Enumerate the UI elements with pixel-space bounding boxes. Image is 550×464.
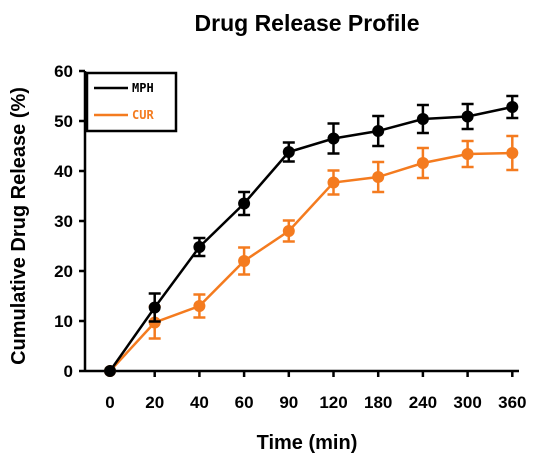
mph-data-point xyxy=(416,113,429,125)
legend-label-cur: CUR xyxy=(132,108,154,122)
mph-data-point xyxy=(506,101,519,113)
x-tick-label: 360 xyxy=(498,393,526,412)
y-tick-label: 10 xyxy=(54,312,73,331)
cur-data-point xyxy=(282,225,295,237)
plot-area: 0 10 20 30 40 50 60 0 20 40 60 90 120 180 240 300 360 xyxy=(54,62,526,412)
cur-data-point xyxy=(193,300,206,312)
y-tick-label: 40 xyxy=(54,162,73,181)
x-tick-label: 20 xyxy=(145,393,164,412)
x-tick-label: 90 xyxy=(279,393,298,412)
mph-data-point xyxy=(461,110,474,123)
y-tick-label: 50 xyxy=(54,112,73,131)
y-tick-label: 20 xyxy=(54,262,73,281)
chart-title: Drug Release Profile xyxy=(195,10,420,36)
mph-data-point xyxy=(193,241,206,253)
legend-box xyxy=(85,71,178,133)
x-tick-label: 180 xyxy=(364,393,392,412)
y-axis-title-group: Cumulative Drug Release (%) xyxy=(8,87,30,365)
cur-data-point xyxy=(372,171,385,183)
y-tick-label: 30 xyxy=(54,212,73,231)
x-tick-label: 240 xyxy=(409,393,437,412)
cur-data-point xyxy=(506,147,519,159)
mph-data-point xyxy=(104,365,116,377)
x-tick-label: 0 xyxy=(105,393,114,412)
x-tick-label: 60 xyxy=(235,393,254,412)
x-axis-title: Time (min) xyxy=(257,432,358,454)
y-axis-title: Cumulative Drug Release (%) xyxy=(8,87,30,365)
x-tick-label: 120 xyxy=(319,393,347,412)
mph-data-point xyxy=(327,132,340,145)
legend: MPH CUR xyxy=(85,71,178,133)
cur-series-line xyxy=(109,151,513,372)
x-tick-label: 300 xyxy=(453,393,481,412)
mph-data-point xyxy=(238,197,251,210)
mph-data-point xyxy=(148,301,161,314)
x-tick-label: 40 xyxy=(190,393,209,412)
cur-data-point xyxy=(461,148,474,160)
cur-data-point xyxy=(327,176,340,189)
mph-series-line xyxy=(108,105,513,372)
cur-data-point xyxy=(238,255,251,267)
mph-data-point xyxy=(372,125,385,137)
y-tick-label: 60 xyxy=(54,62,73,81)
cur-data-point xyxy=(416,157,429,169)
y-tick-label: 0 xyxy=(64,362,73,381)
mph-data-point xyxy=(282,146,295,158)
legend-label-mph: MPH xyxy=(132,81,154,95)
